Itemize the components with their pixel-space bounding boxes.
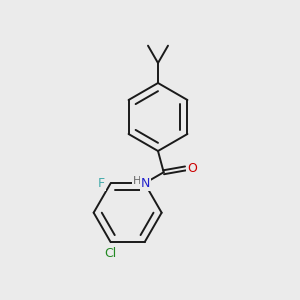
Text: N: N (141, 177, 150, 190)
Text: F: F (98, 177, 105, 190)
Text: Cl: Cl (104, 247, 117, 260)
Text: O: O (188, 162, 197, 175)
Text: H: H (133, 176, 141, 186)
